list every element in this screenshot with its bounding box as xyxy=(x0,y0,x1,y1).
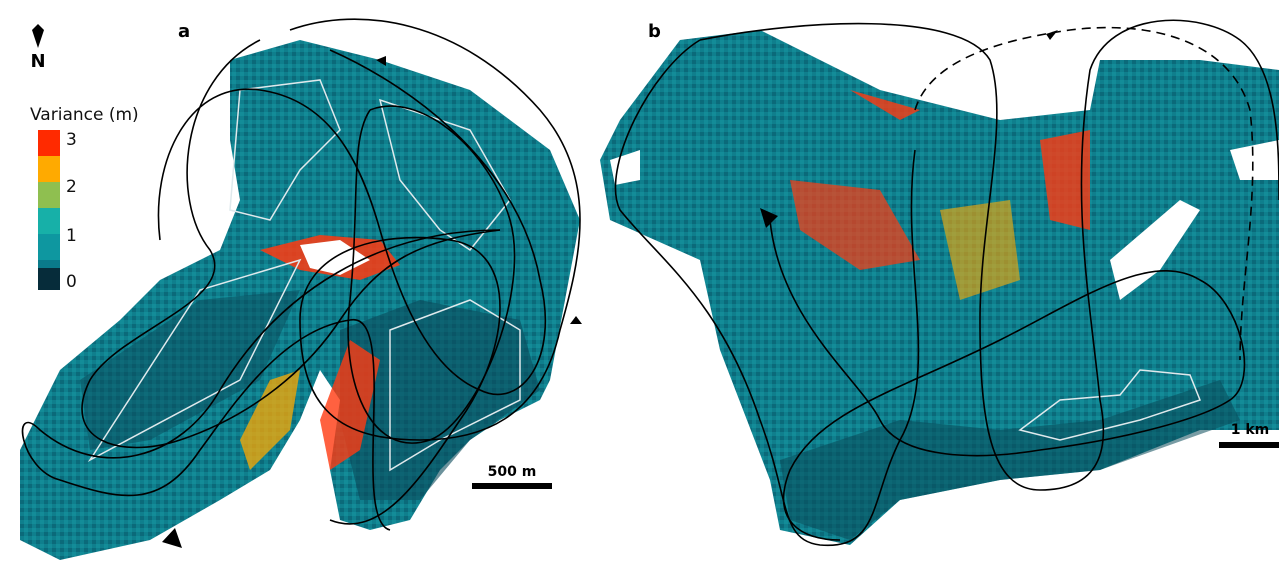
color-swatch xyxy=(38,182,60,208)
panel-label: a xyxy=(178,21,190,42)
scale-bar-label: 500 m xyxy=(488,464,537,480)
legend-title: Variance (m) xyxy=(30,105,139,125)
legend: Variance (m) 3 2 1 0 xyxy=(30,105,139,292)
color-swatch xyxy=(38,156,60,182)
legend-tick: 1 xyxy=(66,226,77,246)
color-swatch xyxy=(38,208,60,234)
panel-label: b xyxy=(648,21,661,42)
north-arrow xyxy=(32,24,44,48)
scale-bar xyxy=(472,483,552,489)
figure: N Variance (m) 3 2 1 0 a b 500 m 1 km xyxy=(0,0,1279,563)
legend-tick: 3 xyxy=(66,130,77,150)
color-swatch xyxy=(38,268,60,290)
arrowhead xyxy=(570,316,582,324)
panel-b-map xyxy=(600,20,1279,545)
color-swatch xyxy=(38,130,60,156)
legend-tick: 2 xyxy=(66,177,77,197)
scale-bar xyxy=(1219,442,1279,448)
legend-tick: 0 xyxy=(66,272,77,292)
page: {"panels": [{"label": "a", "scale_bar": … xyxy=(0,0,1279,563)
arrowhead xyxy=(1046,30,1058,40)
scale-bar-label: 1 km xyxy=(1231,422,1270,438)
north-label: N xyxy=(30,51,45,72)
color-swatch xyxy=(38,234,60,260)
